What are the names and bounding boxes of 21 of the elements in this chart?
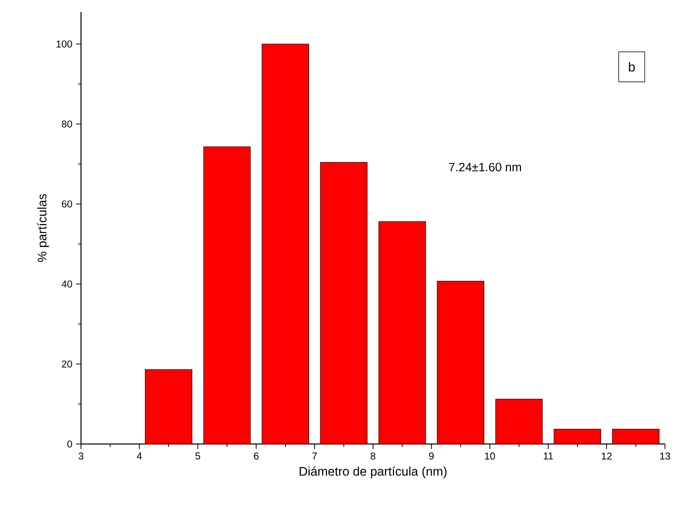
x-tick-label: 7 <box>312 452 317 460</box>
y-tick-label: 100 <box>56 40 72 48</box>
x-tick-label: 12 <box>602 452 612 460</box>
x-tick-label: 3 <box>78 452 84 460</box>
x-tick-label: 8 <box>370 452 376 460</box>
x-tick-label: 5 <box>195 452 200 460</box>
x-tick-label: 11 <box>544 452 553 460</box>
y-axis-title: % partículas <box>37 194 49 262</box>
x-tick-label: 6 <box>254 452 259 460</box>
x-tick-label: 13 <box>660 452 670 460</box>
y-tick-label: 20 <box>62 360 72 368</box>
y-tick-label: 40 <box>62 280 72 288</box>
annotation: b <box>628 62 635 72</box>
y-tick-label: 0 <box>67 440 72 448</box>
x-axis-title: Diámetro de partícula (nm) <box>300 466 447 478</box>
y-tick-label: 80 <box>62 120 72 128</box>
x-tick-label: 4 <box>136 452 142 460</box>
x-tick-label: 9 <box>429 452 434 460</box>
y-tick-label: 60 <box>62 200 72 208</box>
x-tick-label: 10 <box>485 452 495 460</box>
annotation: 7.24±1.60 nm <box>449 162 521 172</box>
